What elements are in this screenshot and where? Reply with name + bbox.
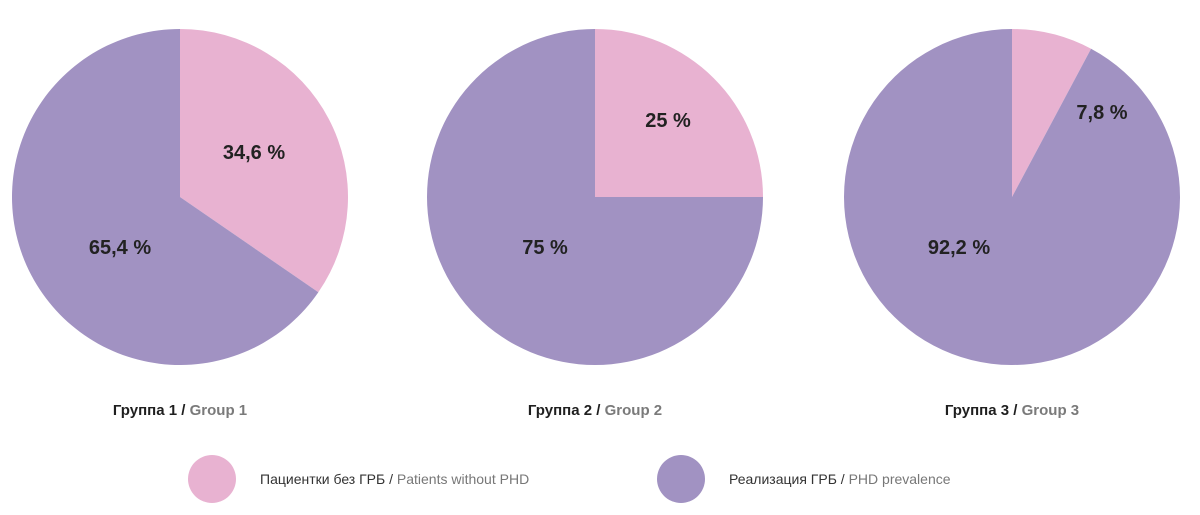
caption-en: Group 1 (189, 402, 248, 419)
legend-item-patients-without-phd: Пациентки без ГРБ / Patients without PHD (188, 455, 529, 503)
pie-1-slice-patients-without-phd (180, 29, 348, 293)
pie-1-slice-label-patients-without-phd: 34,6 % (223, 142, 285, 164)
pie-3-slice-phd-prevalence (843, 29, 1180, 365)
caption-ru: Группа 1 (112, 402, 178, 419)
legend-label-ru: Реализация ГРБ (729, 471, 837, 487)
caption-sep: / (177, 402, 190, 419)
legend-label: Пациентки без ГРБ / Patients without PHD (260, 471, 529, 487)
legend-label-en: PHD prevalence (848, 471, 951, 487)
pie-1-slice-label-phd-prevalence: 65,4 % (89, 237, 151, 259)
pie-3-slice-label-phd-prevalence: 92,2 % (928, 237, 990, 259)
pie-2-slice-label-phd-prevalence: 75 % (522, 237, 568, 259)
pie-1-slice-phd-prevalence (11, 29, 319, 365)
legend-item-phd-prevalence: Реализация ГРБ / PHD prevalence (657, 455, 951, 503)
caption-group-2: Группа 2 / Group 2 (445, 402, 745, 419)
caption-group-1: Группа 1 / Group 1 (30, 402, 330, 419)
caption-ru: Группа 3 (944, 402, 1010, 419)
caption-en: Group 3 (1021, 402, 1080, 419)
legend-label-sep: / (385, 471, 397, 487)
caption-sep: / (592, 402, 605, 419)
caption-en: Group 2 (604, 402, 663, 419)
caption-ru: Группа 2 (527, 402, 593, 419)
legend-swatch (188, 455, 236, 503)
pie-3-slice-patients-without-phd (1012, 29, 1092, 197)
caption-group-3: Группа 3 / Group 3 (862, 402, 1162, 419)
legend-label-en: Patients without PHD (396, 471, 530, 487)
pie-2-slice-label-patients-without-phd: 25 % (645, 110, 691, 132)
pie-2-slice-patients-without-phd (595, 29, 763, 197)
legend-label-sep: / (836, 471, 849, 487)
caption-sep: / (1009, 402, 1022, 419)
legend-label: Реализация ГРБ / PHD prevalence (729, 471, 951, 487)
legend-swatch (657, 455, 705, 503)
pie-2-slice-phd-prevalence (427, 29, 763, 365)
legend-label-ru: Пациентки без ГРБ (260, 471, 386, 487)
pie-3-slice-label-patients-without-phd: 7,8 % (1076, 102, 1127, 124)
